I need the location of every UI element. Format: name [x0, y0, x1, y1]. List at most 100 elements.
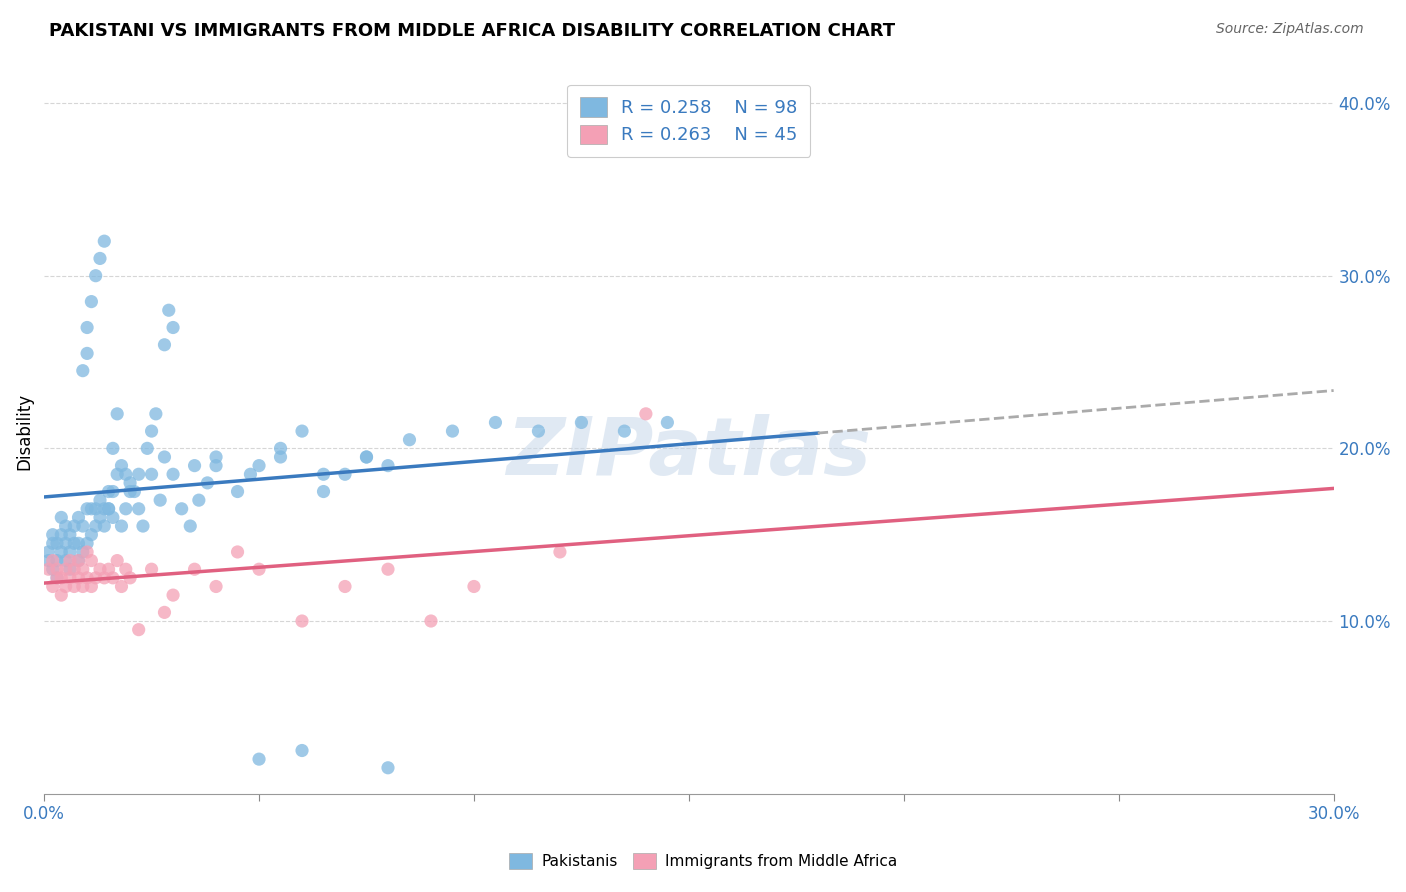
Point — [80, 294, 103, 309]
Point — [162, 588, 184, 602]
Point — [41, 562, 63, 576]
Point — [333, 579, 356, 593]
Point — [571, 416, 593, 430]
Point — [136, 442, 159, 456]
Point — [72, 519, 94, 533]
Point — [205, 458, 228, 473]
Point — [149, 493, 172, 508]
Point — [120, 571, 142, 585]
Point — [63, 536, 86, 550]
Point — [46, 553, 69, 567]
Point — [97, 501, 120, 516]
Point — [312, 484, 335, 499]
Point — [145, 407, 167, 421]
Point — [239, 467, 262, 482]
Y-axis label: Disability: Disability — [15, 392, 32, 470]
Point — [377, 761, 399, 775]
Point — [72, 579, 94, 593]
Point — [80, 553, 103, 567]
Point — [527, 424, 550, 438]
Point — [110, 458, 132, 473]
Point — [37, 562, 59, 576]
Point — [59, 545, 82, 559]
Point — [37, 553, 59, 567]
Point — [97, 562, 120, 576]
Point — [141, 467, 163, 482]
Point — [484, 416, 506, 430]
Point — [110, 519, 132, 533]
Point — [72, 364, 94, 378]
Point — [59, 527, 82, 541]
Point — [170, 501, 193, 516]
Point — [89, 493, 111, 508]
Point — [46, 536, 69, 550]
Point — [377, 458, 399, 473]
Legend: R = 0.258    N = 98, R = 0.263    N = 45: R = 0.258 N = 98, R = 0.263 N = 45 — [567, 85, 810, 157]
Point — [93, 571, 115, 585]
Point — [183, 562, 205, 576]
Point — [226, 545, 249, 559]
Point — [141, 562, 163, 576]
Point — [76, 571, 98, 585]
Point — [37, 545, 59, 559]
Point — [101, 484, 124, 499]
Point — [76, 320, 98, 334]
Point — [41, 527, 63, 541]
Point — [93, 501, 115, 516]
Point — [89, 252, 111, 266]
Point — [153, 338, 176, 352]
Point — [398, 433, 420, 447]
Point — [153, 450, 176, 464]
Point — [84, 501, 107, 516]
Point — [153, 606, 176, 620]
Point — [72, 562, 94, 576]
Point — [162, 467, 184, 482]
Point — [110, 579, 132, 593]
Point — [46, 562, 69, 576]
Point — [205, 450, 228, 464]
Point — [80, 501, 103, 516]
Point — [114, 562, 136, 576]
Point — [247, 458, 270, 473]
Point — [270, 442, 292, 456]
Point — [128, 501, 150, 516]
Point — [356, 450, 378, 464]
Point — [67, 553, 90, 567]
Point — [205, 579, 228, 593]
Point — [93, 519, 115, 533]
Point — [67, 510, 90, 524]
Point — [76, 501, 98, 516]
Point — [55, 536, 77, 550]
Point — [333, 467, 356, 482]
Point — [101, 510, 124, 524]
Point — [141, 424, 163, 438]
Point — [63, 579, 86, 593]
Point — [441, 424, 464, 438]
Point — [157, 303, 180, 318]
Point — [51, 527, 73, 541]
Point — [89, 510, 111, 524]
Point — [80, 527, 103, 541]
Point — [84, 519, 107, 533]
Point — [63, 519, 86, 533]
Point — [67, 553, 90, 567]
Point — [55, 519, 77, 533]
Point — [41, 536, 63, 550]
Point — [59, 553, 82, 567]
Point — [80, 579, 103, 593]
Point — [128, 467, 150, 482]
Point — [291, 614, 314, 628]
Point — [187, 493, 209, 508]
Point — [162, 320, 184, 334]
Point — [41, 579, 63, 593]
Point — [55, 562, 77, 576]
Point — [97, 501, 120, 516]
Point — [105, 467, 128, 482]
Point — [356, 450, 378, 464]
Point — [51, 545, 73, 559]
Point — [59, 571, 82, 585]
Point — [197, 475, 219, 490]
Point — [463, 579, 485, 593]
Point — [51, 571, 73, 585]
Point — [84, 268, 107, 283]
